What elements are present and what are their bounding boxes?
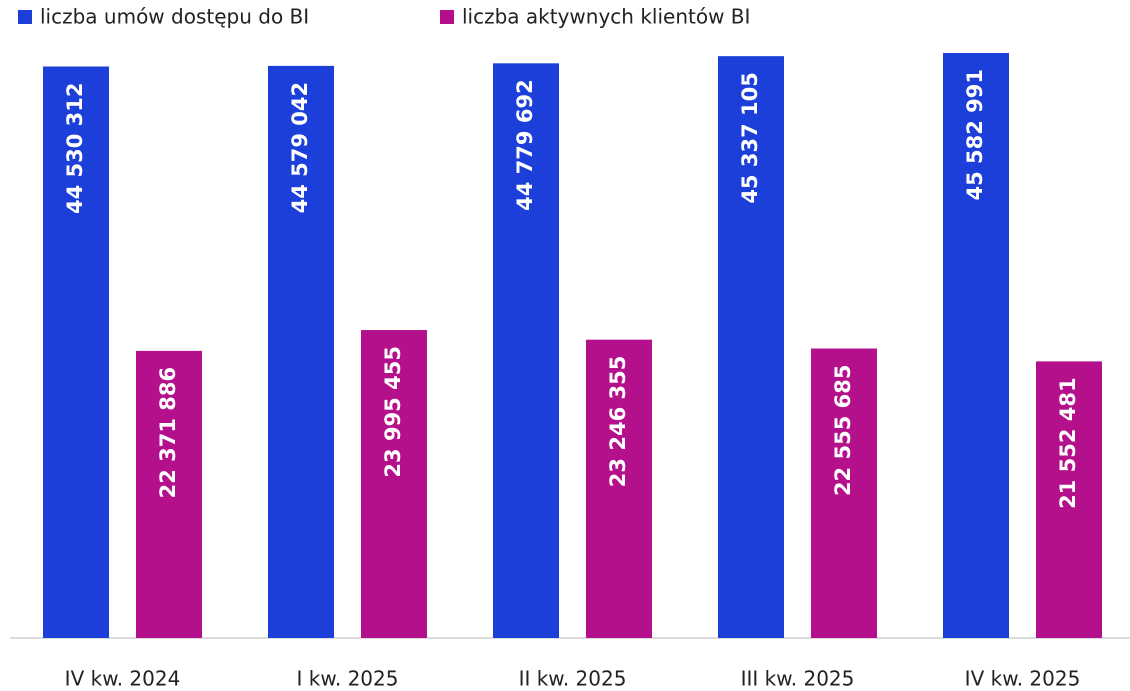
data-label: 21 552 481 bbox=[1056, 377, 1080, 509]
x-tick-label: III kw. 2025 bbox=[741, 667, 855, 691]
data-label: 23 995 455 bbox=[381, 346, 405, 478]
x-tick-label: IV kw. 2025 bbox=[965, 667, 1081, 691]
data-label: 44 779 692 bbox=[513, 79, 537, 211]
bar bbox=[361, 330, 427, 638]
data-label: 44 579 042 bbox=[288, 82, 312, 214]
x-tick-label: II kw. 2025 bbox=[519, 667, 627, 691]
bar bbox=[493, 63, 559, 638]
x-tick-label: IV kw. 2024 bbox=[65, 667, 181, 691]
data-label: 22 555 685 bbox=[831, 365, 855, 497]
legend-swatch bbox=[18, 10, 32, 24]
bar bbox=[586, 339, 652, 638]
data-label: 22 371 886 bbox=[156, 367, 180, 499]
bar bbox=[943, 53, 1009, 638]
bar bbox=[268, 65, 334, 639]
bar bbox=[43, 66, 109, 638]
data-label: 45 582 991 bbox=[963, 69, 987, 201]
x-tick-label: I kw. 2025 bbox=[297, 667, 399, 691]
data-label: 44 530 312 bbox=[63, 83, 87, 215]
bar bbox=[136, 350, 202, 638]
data-label: 23 246 355 bbox=[606, 356, 630, 488]
bar bbox=[811, 348, 877, 638]
bar bbox=[718, 56, 784, 638]
legend-swatch bbox=[440, 10, 454, 24]
legend-label: liczba aktywnych klientów BI bbox=[462, 5, 750, 29]
bar bbox=[1036, 361, 1102, 638]
legend-label: liczba umów dostępu do BI bbox=[40, 5, 309, 29]
data-label: 45 337 105 bbox=[738, 72, 762, 204]
